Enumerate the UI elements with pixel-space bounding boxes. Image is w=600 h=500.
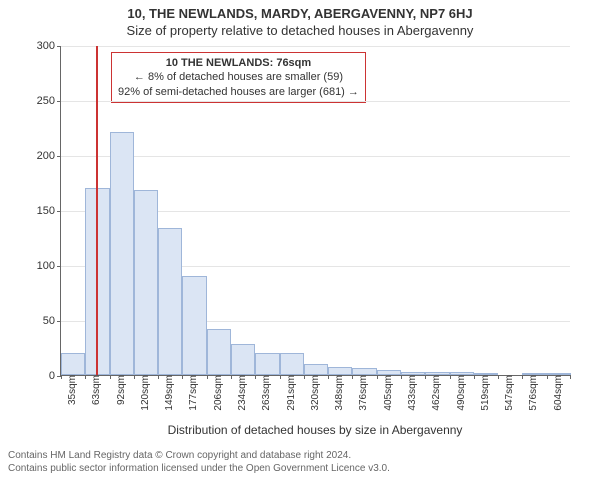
x-tick-label: 320sqm: [306, 375, 321, 411]
y-tick-label: 150: [37, 205, 61, 217]
x-tick: [328, 375, 329, 379]
x-tick-label: 405sqm: [379, 375, 394, 411]
x-tick: [110, 375, 111, 379]
x-tick: [450, 375, 451, 379]
x-tick: [570, 375, 571, 379]
page-subtitle: Size of property relative to detached ho…: [0, 21, 600, 38]
y-tick-label: 200: [37, 150, 61, 162]
x-tick: [231, 375, 232, 379]
x-tick-label: 120sqm: [136, 375, 151, 411]
info-box-larger: 92% of semi-detached houses are larger (…: [118, 85, 359, 99]
x-tick-label: 433sqm: [403, 375, 418, 411]
bar: [158, 228, 182, 375]
x-tick: [401, 375, 402, 379]
x-tick: [304, 375, 305, 379]
info-box-smaller: ← 8% of detached houses are smaller (59): [118, 70, 359, 84]
x-tick-label: 348sqm: [330, 375, 345, 411]
bar: [110, 132, 134, 375]
bar: [61, 353, 85, 375]
x-tick-label: 35sqm: [63, 375, 78, 405]
x-tick-label: 547sqm: [500, 375, 515, 411]
x-tick: [280, 375, 281, 379]
y-tick-label: 0: [49, 370, 61, 382]
info-box: 10 THE NEWLANDS: 76sqm ← 8% of detached …: [111, 52, 366, 103]
y-tick-label: 300: [37, 40, 61, 52]
bar: [255, 353, 279, 375]
x-tick-label: 490sqm: [452, 375, 467, 411]
x-tick-label: 149sqm: [160, 375, 175, 411]
x-tick: [134, 375, 135, 379]
footer-line-2: Contains public sector information licen…: [8, 462, 592, 475]
gridline: [61, 46, 570, 47]
x-tick-label: 291sqm: [282, 375, 297, 411]
footer: Contains HM Land Registry data © Crown c…: [0, 433, 600, 475]
bar: [304, 364, 328, 375]
x-axis-title: Distribution of detached houses by size …: [60, 423, 570, 437]
x-tick: [377, 375, 378, 379]
y-tick-label: 50: [43, 315, 61, 327]
x-tick-label: 206sqm: [209, 375, 224, 411]
bar: [352, 368, 376, 375]
gridline: [61, 156, 570, 157]
gridline: [61, 101, 570, 102]
page-title: 10, THE NEWLANDS, MARDY, ABERGAVENNY, NP…: [0, 0, 600, 21]
x-tick-label: 462sqm: [427, 375, 442, 411]
x-tick-label: 263sqm: [257, 375, 272, 411]
x-tick: [61, 375, 62, 379]
bar: [207, 329, 231, 375]
x-tick-label: 519sqm: [476, 375, 491, 411]
x-tick: [547, 375, 548, 379]
bar: [182, 276, 206, 375]
x-tick-label: 92sqm: [112, 375, 127, 405]
x-tick: [474, 375, 475, 379]
info-box-title: 10 THE NEWLANDS: 76sqm: [118, 56, 359, 70]
bar: [231, 344, 255, 375]
chart-container: Number of detached properties 10 THE NEW…: [0, 38, 600, 433]
x-tick: [498, 375, 499, 379]
x-tick: [158, 375, 159, 379]
x-tick-label: 234sqm: [233, 375, 248, 411]
x-tick-label: 177sqm: [184, 375, 199, 411]
y-tick-label: 250: [37, 95, 61, 107]
x-tick-label: 63sqm: [87, 375, 102, 405]
footer-line-1: Contains HM Land Registry data © Crown c…: [8, 449, 592, 462]
bar: [280, 353, 304, 375]
x-tick-label: 376sqm: [354, 375, 369, 411]
bar: [134, 190, 158, 375]
plot-area: 10 THE NEWLANDS: 76sqm ← 8% of detached …: [60, 46, 570, 376]
x-tick-label: 576sqm: [524, 375, 539, 411]
bar: [328, 367, 352, 375]
x-tick: [207, 375, 208, 379]
x-tick-label: 604sqm: [549, 375, 564, 411]
y-tick-label: 100: [37, 260, 61, 272]
marker-line: [96, 46, 98, 375]
